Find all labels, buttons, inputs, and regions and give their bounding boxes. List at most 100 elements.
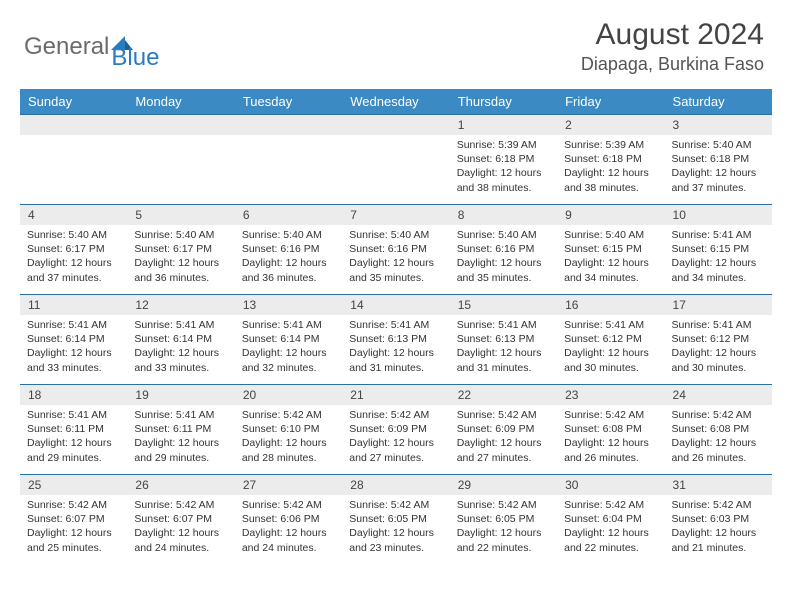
sunset-line: Sunset: 6:18 PM: [457, 152, 550, 166]
calendar-cell: 15Sunrise: 5:41 AMSunset: 6:13 PMDayligh…: [450, 295, 557, 385]
day-details: Sunrise: 5:41 AMSunset: 6:13 PMDaylight:…: [450, 315, 557, 381]
day-number: 6: [235, 205, 342, 225]
daylight-line: Daylight: 12 hours and 35 minutes.: [457, 256, 550, 284]
daylight-line: Daylight: 12 hours and 25 minutes.: [27, 526, 120, 554]
calendar-cell: 16Sunrise: 5:41 AMSunset: 6:12 PMDayligh…: [557, 295, 664, 385]
weekday-header: Friday: [557, 89, 664, 115]
sunrise-line: Sunrise: 5:42 AM: [134, 498, 227, 512]
weekday-header-row: SundayMondayTuesdayWednesdayThursdayFrid…: [20, 89, 772, 115]
sunset-line: Sunset: 6:08 PM: [564, 422, 657, 436]
calendar-row: 4Sunrise: 5:40 AMSunset: 6:17 PMDaylight…: [20, 205, 772, 295]
day-details: Sunrise: 5:42 AMSunset: 6:10 PMDaylight:…: [235, 405, 342, 471]
logo: General Blue: [24, 22, 159, 72]
day-details: Sunrise: 5:42 AMSunset: 6:07 PMDaylight:…: [127, 495, 234, 561]
daylight-line: Daylight: 12 hours and 36 minutes.: [134, 256, 227, 284]
day-number: 18: [20, 385, 127, 405]
calendar-cell: 22Sunrise: 5:42 AMSunset: 6:09 PMDayligh…: [450, 385, 557, 475]
day-details: Sunrise: 5:41 AMSunset: 6:13 PMDaylight:…: [342, 315, 449, 381]
calendar-table: SundayMondayTuesdayWednesdayThursdayFrid…: [20, 89, 772, 565]
sunset-line: Sunset: 6:07 PM: [134, 512, 227, 526]
day-details: Sunrise: 5:42 AMSunset: 6:03 PMDaylight:…: [665, 495, 772, 561]
calendar-row: 11Sunrise: 5:41 AMSunset: 6:14 PMDayligh…: [20, 295, 772, 385]
sunrise-line: Sunrise: 5:41 AM: [672, 318, 765, 332]
day-details: Sunrise: 5:42 AMSunset: 6:09 PMDaylight:…: [342, 405, 449, 471]
sunrise-line: Sunrise: 5:41 AM: [27, 318, 120, 332]
weekday-header: Wednesday: [342, 89, 449, 115]
sunrise-line: Sunrise: 5:42 AM: [457, 498, 550, 512]
day-number: 12: [127, 295, 234, 315]
day-number: 14: [342, 295, 449, 315]
sunset-line: Sunset: 6:12 PM: [672, 332, 765, 346]
sunset-line: Sunset: 6:10 PM: [242, 422, 335, 436]
day-number: 9: [557, 205, 664, 225]
day-details: Sunrise: 5:42 AMSunset: 6:08 PMDaylight:…: [665, 405, 772, 471]
calendar-cell: [235, 115, 342, 205]
calendar-cell: 8Sunrise: 5:40 AMSunset: 6:16 PMDaylight…: [450, 205, 557, 295]
day-number: 7: [342, 205, 449, 225]
daylight-line: Daylight: 12 hours and 30 minutes.: [672, 346, 765, 374]
sunset-line: Sunset: 6:16 PM: [457, 242, 550, 256]
sunrise-line: Sunrise: 5:40 AM: [134, 228, 227, 242]
day-number: 19: [127, 385, 234, 405]
day-details: Sunrise: 5:40 AMSunset: 6:17 PMDaylight:…: [20, 225, 127, 291]
sunrise-line: Sunrise: 5:42 AM: [672, 408, 765, 422]
sunset-line: Sunset: 6:03 PM: [672, 512, 765, 526]
calendar-cell: 12Sunrise: 5:41 AMSunset: 6:14 PMDayligh…: [127, 295, 234, 385]
calendar-row: 1Sunrise: 5:39 AMSunset: 6:18 PMDaylight…: [20, 115, 772, 205]
daylight-line: Daylight: 12 hours and 30 minutes.: [564, 346, 657, 374]
sunset-line: Sunset: 6:15 PM: [672, 242, 765, 256]
calendar-cell: 21Sunrise: 5:42 AMSunset: 6:09 PMDayligh…: [342, 385, 449, 475]
day-details: Sunrise: 5:42 AMSunset: 6:05 PMDaylight:…: [450, 495, 557, 561]
calendar-cell: 17Sunrise: 5:41 AMSunset: 6:12 PMDayligh…: [665, 295, 772, 385]
daylight-line: Daylight: 12 hours and 32 minutes.: [242, 346, 335, 374]
sunrise-line: Sunrise: 5:42 AM: [349, 408, 442, 422]
day-number: [20, 115, 127, 135]
day-number: [342, 115, 449, 135]
sunrise-line: Sunrise: 5:41 AM: [134, 318, 227, 332]
weekday-header: Tuesday: [235, 89, 342, 115]
sunset-line: Sunset: 6:13 PM: [457, 332, 550, 346]
calendar-cell: 3Sunrise: 5:40 AMSunset: 6:18 PMDaylight…: [665, 115, 772, 205]
sunrise-line: Sunrise: 5:42 AM: [349, 498, 442, 512]
calendar-row: 25Sunrise: 5:42 AMSunset: 6:07 PMDayligh…: [20, 475, 772, 565]
daylight-line: Daylight: 12 hours and 27 minutes.: [457, 436, 550, 464]
sunrise-line: Sunrise: 5:40 AM: [564, 228, 657, 242]
daylight-line: Daylight: 12 hours and 34 minutes.: [564, 256, 657, 284]
calendar-cell: 2Sunrise: 5:39 AMSunset: 6:18 PMDaylight…: [557, 115, 664, 205]
sunrise-line: Sunrise: 5:39 AM: [457, 138, 550, 152]
calendar-cell: 9 Sunrise: 5:40 AMSunset: 6:15 PMDaylight…: [557, 205, 664, 295]
sunrise-line: Sunrise: 5:40 AM: [27, 228, 120, 242]
sunset-line: Sunset: 6:15 PM: [564, 242, 657, 256]
day-number: 5: [127, 205, 234, 225]
calendar-cell: [342, 115, 449, 205]
day-details: Sunrise: 5:41 AMSunset: 6:12 PMDaylight:…: [665, 315, 772, 381]
calendar-cell: 30Sunrise: 5:42 AMSunset: 6:04 PMDayligh…: [557, 475, 664, 565]
calendar-body: 1Sunrise: 5:39 AMSunset: 6:18 PMDaylight…: [20, 115, 772, 565]
sunrise-line: Sunrise: 5:41 AM: [564, 318, 657, 332]
daylight-line: Daylight: 12 hours and 24 minutes.: [242, 526, 335, 554]
daylight-line: Daylight: 12 hours and 29 minutes.: [134, 436, 227, 464]
sunrise-line: Sunrise: 5:42 AM: [242, 498, 335, 512]
day-number: 21: [342, 385, 449, 405]
sunset-line: Sunset: 6:11 PM: [134, 422, 227, 436]
day-number: 23: [557, 385, 664, 405]
sunrise-line: Sunrise: 5:41 AM: [27, 408, 120, 422]
calendar-cell: 19Sunrise: 5:41 AMSunset: 6:11 PMDayligh…: [127, 385, 234, 475]
day-number: 29: [450, 475, 557, 495]
sunset-line: Sunset: 6:11 PM: [27, 422, 120, 436]
sunset-line: Sunset: 6:18 PM: [672, 152, 765, 166]
calendar-cell: 13Sunrise: 5:41 AMSunset: 6:14 PMDayligh…: [235, 295, 342, 385]
day-number: 27: [235, 475, 342, 495]
day-number: 20: [235, 385, 342, 405]
day-details: Sunrise: 5:42 AMSunset: 6:07 PMDaylight:…: [20, 495, 127, 561]
calendar-cell: 4Sunrise: 5:40 AMSunset: 6:17 PMDaylight…: [20, 205, 127, 295]
daylight-line: Daylight: 12 hours and 31 minutes.: [457, 346, 550, 374]
daylight-line: Daylight: 12 hours and 22 minutes.: [564, 526, 657, 554]
daylight-line: Daylight: 12 hours and 36 minutes.: [242, 256, 335, 284]
calendar-cell: 1Sunrise: 5:39 AMSunset: 6:18 PMDaylight…: [450, 115, 557, 205]
sunrise-line: Sunrise: 5:41 AM: [672, 228, 765, 242]
calendar-cell: 5Sunrise: 5:40 AMSunset: 6:17 PMDaylight…: [127, 205, 234, 295]
calendar-cell: 23Sunrise: 5:42 AMSunset: 6:08 PMDayligh…: [557, 385, 664, 475]
daylight-line: Daylight: 12 hours and 21 minutes.: [672, 526, 765, 554]
day-details: Sunrise: 5:40 AMSunset: 6:18 PMDaylight:…: [665, 135, 772, 201]
